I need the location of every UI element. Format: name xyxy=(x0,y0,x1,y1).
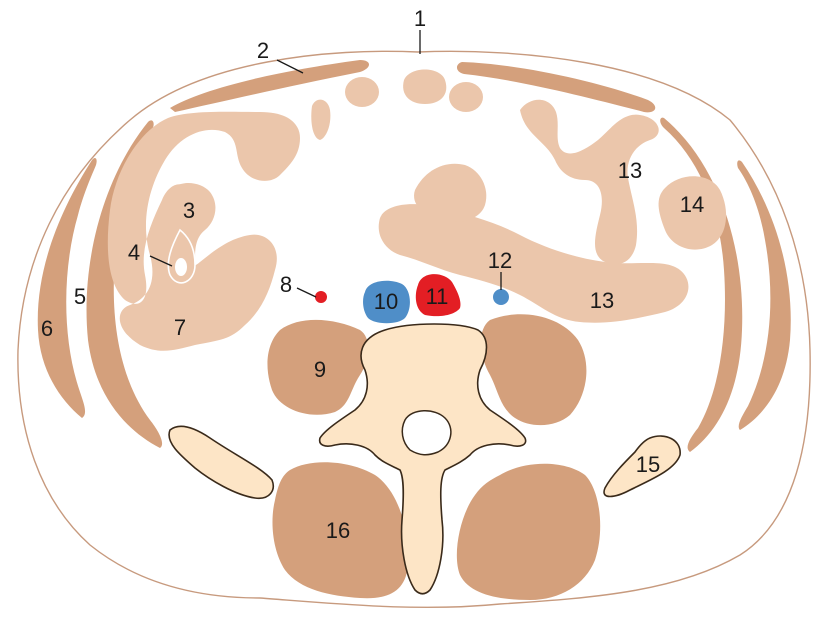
terminal-ileum xyxy=(167,228,196,284)
small-bowel-mass xyxy=(378,204,689,323)
appendix-lumen xyxy=(175,258,187,276)
label-3: 3 xyxy=(183,198,195,223)
external-oblique-left xyxy=(37,157,97,418)
label-5: 5 xyxy=(74,284,86,309)
jejunum-loop xyxy=(414,163,487,222)
inferior-vena-cava xyxy=(363,280,410,324)
label-10: 10 xyxy=(374,289,398,314)
leader-4 xyxy=(149,255,173,267)
leader-2 xyxy=(276,59,304,74)
label-13-lower: 13 xyxy=(590,288,614,313)
ascending-colon-mass xyxy=(107,111,300,351)
psoas-right xyxy=(480,314,587,426)
erector-spinae-right xyxy=(456,463,601,600)
vessel-8 xyxy=(315,291,327,303)
label-8: 8 xyxy=(280,272,292,297)
spinal-canal xyxy=(401,410,452,456)
label-14: 14 xyxy=(680,192,704,217)
iliac-bone-right xyxy=(603,435,681,498)
internal-oblique-right xyxy=(660,117,743,452)
bowel-loop xyxy=(403,69,447,104)
aorta xyxy=(415,274,461,317)
psoas-left xyxy=(267,319,369,415)
label-11: 11 xyxy=(426,284,449,309)
bowel-loop xyxy=(449,82,483,112)
label-4: 4 xyxy=(128,240,140,265)
label-6: 6 xyxy=(41,316,53,341)
rectus-left xyxy=(170,60,369,112)
label-7: 7 xyxy=(174,315,186,340)
leader-8 xyxy=(296,287,317,298)
label-12: 12 xyxy=(488,248,512,273)
rectus-right xyxy=(456,62,656,113)
label-13-upper: 13 xyxy=(618,158,642,183)
cecum-loop xyxy=(167,183,216,282)
label-1: 1 xyxy=(414,6,426,31)
descending-colon xyxy=(658,176,727,250)
vertebra xyxy=(318,323,527,595)
erector-spinae-left xyxy=(272,462,409,599)
label-15: 15 xyxy=(636,452,660,477)
bowel-loop xyxy=(311,99,331,140)
label-2: 2 xyxy=(257,38,269,63)
descending-colon-mass xyxy=(520,99,659,265)
bowel-loop xyxy=(345,77,379,107)
external-oblique-right xyxy=(737,160,791,430)
iliac-bone-left xyxy=(168,425,274,500)
label-16: 16 xyxy=(326,518,350,543)
vessel-12 xyxy=(493,289,509,305)
body-outline xyxy=(17,50,811,609)
label-9: 9 xyxy=(314,357,326,382)
internal-oblique-left xyxy=(86,120,163,448)
